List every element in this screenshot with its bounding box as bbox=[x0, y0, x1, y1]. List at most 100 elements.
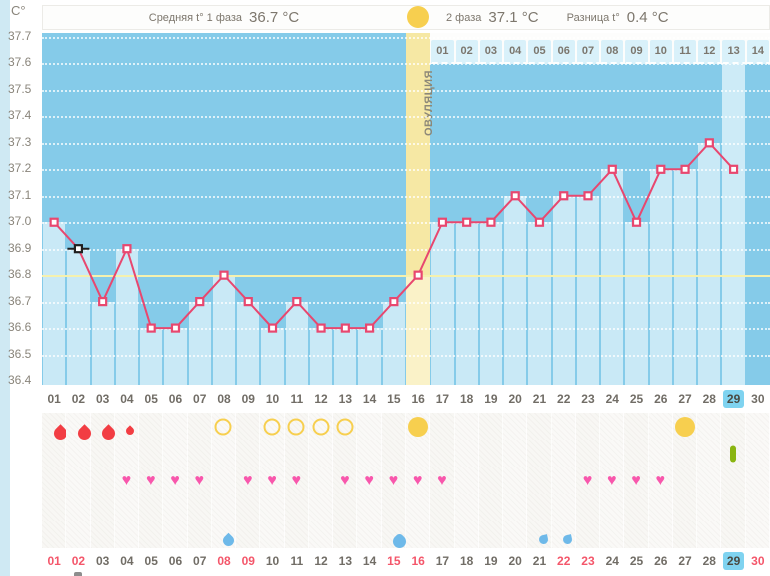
symbol-cell[interactable] bbox=[697, 413, 722, 440]
temperature-point[interactable] bbox=[340, 323, 350, 333]
symbol-cell[interactable] bbox=[381, 494, 406, 521]
symbol-cell[interactable] bbox=[357, 521, 382, 548]
symbol-cell[interactable]: ♥ bbox=[357, 467, 382, 494]
temperature-point[interactable] bbox=[534, 217, 545, 227]
symbol-cell[interactable] bbox=[42, 413, 70, 443]
symbol-cell[interactable] bbox=[745, 440, 770, 467]
symbol-cell[interactable] bbox=[600, 494, 625, 521]
symbol-cell[interactable] bbox=[333, 413, 358, 440]
symbol-cell[interactable] bbox=[624, 494, 649, 521]
symbol-cell[interactable] bbox=[357, 440, 382, 467]
symbol-cell[interactable] bbox=[624, 440, 649, 467]
symbol-cell[interactable] bbox=[163, 413, 188, 440]
day-cell-14[interactable]: 14 bbox=[357, 385, 381, 412]
symbol-cell[interactable] bbox=[648, 440, 673, 467]
symbol-cell[interactable] bbox=[697, 494, 722, 521]
day-cell-12[interactable]: 12 bbox=[309, 385, 333, 412]
day-cell-12[interactable]: 12 bbox=[309, 548, 333, 574]
symbol-cell[interactable] bbox=[90, 521, 115, 548]
symbol-cell[interactable]: ♥ bbox=[624, 467, 649, 494]
temperature-point[interactable] bbox=[559, 191, 569, 201]
symbol-cell[interactable] bbox=[357, 494, 382, 521]
temperature-point[interactable] bbox=[680, 164, 690, 174]
symbol-cell[interactable] bbox=[624, 413, 649, 440]
symbol-cell[interactable] bbox=[42, 494, 67, 521]
symbol-cell[interactable] bbox=[90, 413, 118, 443]
symbol-cell[interactable] bbox=[405, 440, 431, 467]
day-cell-23[interactable]: 23 bbox=[576, 548, 600, 574]
symbol-cell[interactable] bbox=[527, 467, 552, 494]
day-cell-04[interactable]: 04 bbox=[115, 548, 139, 574]
temperature-point[interactable] bbox=[98, 297, 108, 307]
day-cell-08[interactable]: 08 bbox=[212, 548, 236, 574]
day-cell-19[interactable]: 19 bbox=[479, 385, 503, 412]
temperature-point[interactable] bbox=[510, 191, 520, 201]
temperature-point[interactable] bbox=[122, 244, 132, 254]
symbol-cell[interactable] bbox=[284, 440, 309, 467]
symbol-cell[interactable] bbox=[66, 413, 94, 443]
day-cell-11[interactable]: 11 bbox=[285, 385, 309, 412]
temperature-point[interactable] bbox=[219, 270, 229, 280]
symbol-cell[interactable] bbox=[139, 440, 164, 467]
day-cell-03[interactable]: 03 bbox=[91, 548, 115, 574]
symbol-cell[interactable] bbox=[405, 413, 431, 440]
temperature-point[interactable] bbox=[146, 323, 156, 333]
symbol-cell[interactable] bbox=[454, 521, 479, 548]
day-cell-25[interactable]: 25 bbox=[624, 385, 648, 412]
symbol-cell[interactable] bbox=[114, 413, 140, 440]
symbol-cell[interactable]: ♥ bbox=[260, 467, 285, 494]
temperature-point[interactable] bbox=[365, 323, 375, 333]
day-cell-15[interactable]: 15 bbox=[382, 548, 406, 574]
symbol-cell[interactable] bbox=[405, 494, 431, 521]
symbol-cell[interactable] bbox=[260, 494, 285, 521]
symbol-cell[interactable] bbox=[454, 413, 479, 440]
symbol-cell[interactable] bbox=[478, 521, 504, 548]
symbol-cell[interactable] bbox=[260, 413, 285, 440]
symbol-cell[interactable] bbox=[454, 467, 479, 494]
temperature-point[interactable] bbox=[243, 297, 253, 307]
symbol-cell[interactable] bbox=[454, 440, 479, 467]
symbol-cell[interactable] bbox=[721, 440, 746, 467]
day-cell-11[interactable]: 11 bbox=[285, 548, 309, 574]
day-cell-25[interactable]: 25 bbox=[624, 548, 648, 574]
day-cell-09[interactable]: 09 bbox=[236, 548, 260, 574]
symbol-cell[interactable] bbox=[648, 494, 673, 521]
symbol-cell[interactable] bbox=[454, 494, 479, 521]
symbol-cell[interactable] bbox=[163, 440, 188, 467]
temperature-point[interactable] bbox=[49, 217, 59, 227]
day-cell-24[interactable]: 24 bbox=[600, 385, 624, 412]
day-cell-21[interactable]: 21 bbox=[527, 548, 551, 574]
symbol-cell[interactable] bbox=[187, 494, 212, 521]
symbol-cell[interactable] bbox=[211, 494, 237, 521]
symbol-cell[interactable] bbox=[648, 521, 673, 548]
symbol-cell[interactable] bbox=[697, 521, 722, 548]
temperature-point[interactable] bbox=[728, 164, 739, 174]
symbol-cell[interactable] bbox=[430, 440, 455, 467]
symbol-cell[interactable] bbox=[42, 440, 67, 467]
symbol-cell[interactable]: ♥ bbox=[284, 467, 309, 494]
temperature-point[interactable] bbox=[607, 164, 617, 174]
day-cell-18[interactable]: 18 bbox=[455, 548, 479, 574]
day-cell-17[interactable]: 17 bbox=[430, 548, 454, 574]
symbol-cell[interactable] bbox=[284, 521, 309, 548]
symbol-cell[interactable] bbox=[527, 440, 552, 467]
symbol-cell[interactable] bbox=[551, 467, 576, 494]
symbol-cell[interactable] bbox=[260, 440, 285, 467]
day-cell-30[interactable]: 30 bbox=[746, 385, 770, 412]
symbol-cell[interactable] bbox=[697, 440, 722, 467]
temperature-point[interactable] bbox=[413, 270, 423, 280]
symbol-cell[interactable] bbox=[503, 521, 528, 548]
symbol-cell[interactable] bbox=[600, 413, 625, 440]
symbol-cell[interactable] bbox=[551, 521, 576, 548]
day-cell-14[interactable]: 14 bbox=[357, 548, 381, 574]
symbol-cell[interactable] bbox=[745, 494, 770, 521]
symbol-cell[interactable] bbox=[308, 440, 334, 467]
symbol-cell[interactable] bbox=[503, 467, 528, 494]
day-cell-18[interactable]: 18 bbox=[455, 385, 479, 412]
symbol-cell[interactable] bbox=[211, 521, 237, 548]
symbol-cell[interactable] bbox=[333, 440, 358, 467]
temperature-point-selected[interactable] bbox=[73, 244, 84, 254]
temperature-point[interactable] bbox=[704, 138, 714, 148]
day-cell-13[interactable]: 13 bbox=[333, 548, 357, 574]
symbol-cell[interactable] bbox=[333, 521, 358, 548]
